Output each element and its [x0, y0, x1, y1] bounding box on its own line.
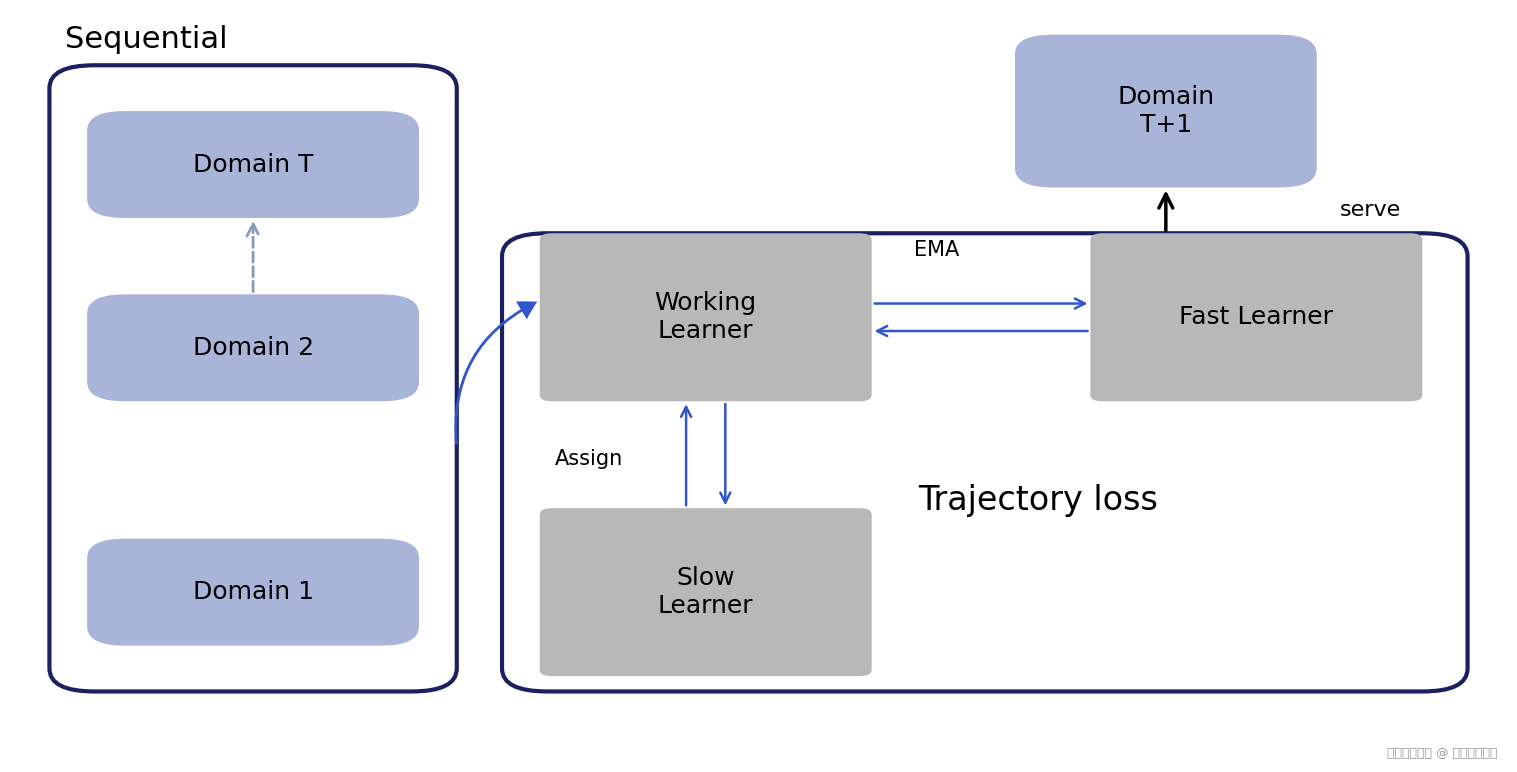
Text: Fast Learner: Fast Learner	[1179, 305, 1333, 330]
Text: Slow
Learner: Slow Learner	[658, 567, 754, 618]
FancyArrowPatch shape	[455, 301, 537, 445]
Text: Domain 1: Domain 1	[193, 581, 314, 604]
FancyBboxPatch shape	[540, 508, 872, 676]
FancyBboxPatch shape	[86, 111, 419, 218]
Text: Domain
T+1: Domain T+1	[1118, 85, 1215, 137]
Text: Assign: Assign	[555, 449, 623, 469]
Text: serve: serve	[1340, 201, 1400, 220]
FancyBboxPatch shape	[502, 233, 1467, 692]
Text: Sequential: Sequential	[65, 25, 228, 54]
FancyBboxPatch shape	[86, 539, 419, 645]
Text: Trajectory loss: Trajectory loss	[918, 484, 1157, 517]
FancyBboxPatch shape	[1015, 35, 1317, 188]
FancyBboxPatch shape	[50, 66, 457, 692]
Text: 掘金技术社区 @ 京东云开发者: 掘金技术社区 @ 京东云开发者	[1387, 747, 1497, 760]
FancyBboxPatch shape	[86, 294, 419, 401]
FancyBboxPatch shape	[540, 233, 872, 401]
Text: Domain 2: Domain 2	[193, 336, 314, 360]
FancyBboxPatch shape	[1091, 233, 1423, 401]
Text: Working
Learner: Working Learner	[655, 291, 757, 344]
Text: Domain T: Domain T	[193, 153, 314, 177]
Text: EMA: EMA	[913, 240, 959, 260]
